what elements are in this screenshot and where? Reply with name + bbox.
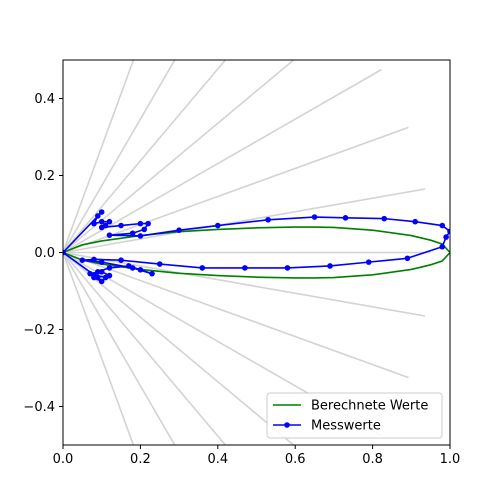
data-point [365, 259, 372, 265]
y-tick-label: 0.4 [34, 92, 55, 107]
data-point [141, 226, 148, 233]
data-point [381, 215, 388, 222]
x-tick-label: 0.2 [130, 452, 151, 467]
data-point [63, 249, 66, 256]
reference-ray [63, 60, 227, 254]
reference-ray [63, 252, 176, 445]
reference-ray [63, 60, 295, 254]
x-tick-label: 0.8 [362, 452, 383, 467]
data-point [412, 218, 418, 225]
data-point [176, 227, 182, 233]
data-point [98, 268, 105, 275]
legend-box [266, 392, 443, 439]
data-point [145, 220, 151, 227]
reference-ray [63, 251, 409, 379]
data-point [118, 222, 124, 229]
data-point [199, 265, 206, 271]
data-point [439, 243, 446, 250]
x-tick-label: 0.4 [207, 452, 228, 467]
data-point [106, 265, 113, 271]
legend-label-1: Messwerte [311, 419, 381, 434]
reference-ray [63, 252, 135, 445]
data-point [91, 220, 97, 227]
data-point [327, 263, 333, 269]
x-tick-label: 0.0 [53, 452, 74, 467]
data-point [447, 228, 450, 235]
y-tick-label: −0.4 [23, 400, 55, 415]
reference-ray [63, 251, 295, 445]
data-point [98, 259, 105, 265]
reference-ray [63, 251, 426, 317]
data-point [102, 274, 109, 281]
reference-ray [63, 188, 426, 254]
data-point [91, 256, 97, 263]
y-tick-label: 0.2 [34, 169, 55, 184]
data-point [137, 220, 144, 227]
data-point [242, 265, 248, 271]
data-point [443, 234, 449, 240]
legend-label-0: Berechnete Werte [311, 399, 428, 414]
x-tick-label: 0.6 [285, 452, 306, 467]
series-line-1 [63, 211, 450, 283]
reference-ray [63, 251, 227, 445]
data-point [95, 213, 101, 219]
data-point [98, 218, 105, 225]
series-line-0 [63, 226, 450, 279]
data-point [79, 257, 86, 264]
data-point [342, 215, 349, 221]
data-point [129, 230, 136, 237]
data-point [98, 278, 105, 285]
data-point [98, 209, 105, 215]
axes: 0.0 0.2 0.4 0.6 0.8 1.0 −0.4 −0.2 0.0 0.2 0.4 [23, 92, 460, 467]
legend-marker-1 [284, 422, 290, 428]
data-point [106, 218, 113, 225]
data-point [284, 265, 291, 271]
data-point [311, 214, 318, 220]
reference-ray [63, 60, 135, 253]
series-layer [63, 209, 450, 285]
data-point [149, 270, 155, 277]
data-point [118, 257, 124, 264]
data-point [125, 263, 132, 269]
data-point [98, 224, 105, 231]
data-point [95, 268, 101, 275]
data-point [404, 255, 411, 262]
reference-ray [63, 68, 382, 254]
data-point [156, 261, 163, 267]
y-tick-label: −0.2 [23, 323, 55, 338]
legend: Berechnete Werte Messwerte [266, 392, 443, 439]
data-point [137, 267, 144, 273]
reference-ray [63, 126, 409, 254]
data-point [265, 216, 271, 223]
data-point [106, 232, 113, 238]
data-point [439, 222, 446, 229]
reference-ray [63, 60, 176, 253]
data-point [215, 222, 221, 229]
y-tick-label: 0.0 [34, 246, 55, 261]
data-point [137, 233, 144, 239]
data-point [91, 272, 97, 278]
x-tick-label: 1.0 [440, 452, 461, 467]
